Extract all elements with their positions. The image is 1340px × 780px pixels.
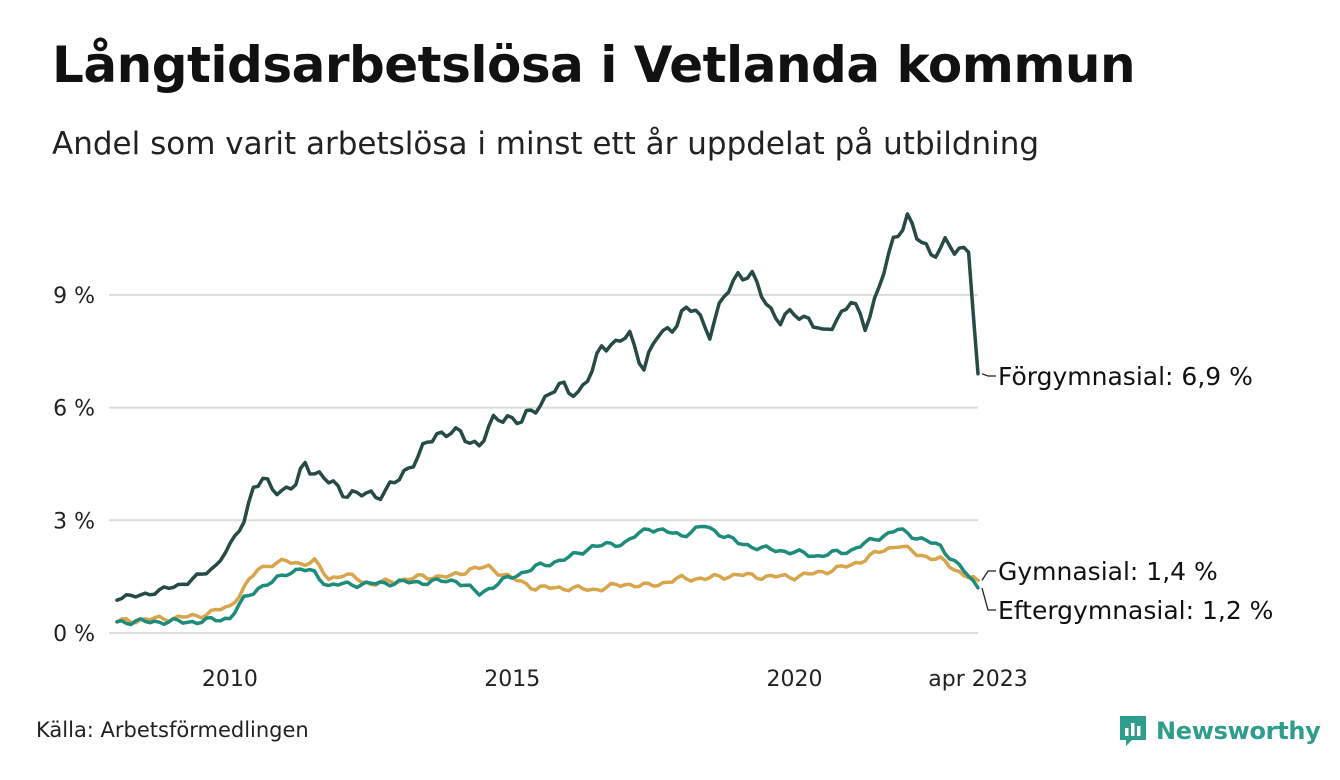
x-tick-label-0: 2010 [202,667,258,692]
series-labels: Förgymnasial: 6,9 % Gymnasial: 1,4 % Efter… [981,362,1273,625]
series-line-eftergymnasial [115,524,980,627]
x-tick-label-2: 2020 [767,667,823,692]
y-axis-ticks: 0 % 3 % 6 % 9 % [53,284,95,647]
series-label-eftergymnasial: Eftergymnasial: 1,2 % [998,596,1273,625]
series-line-förgymnasial [115,212,980,602]
x-axis-ticks: 2010 2015 2020 apr 2023 [202,667,1028,692]
series-line-gymnasial [115,544,980,625]
x-tick-label-3: apr 2023 [928,667,1027,692]
y-tick-label-1: 3 % [53,509,95,534]
y-tick-label-2: 6 % [53,397,95,422]
brand[interactable]: Newsworthy [1118,714,1321,748]
y-tick-label-0: 0 % [53,622,95,647]
x-tick-label-1: 2015 [484,667,540,692]
series-label-gymnasial: Gymnasial: 1,4 % [998,557,1218,586]
y-tick-label-3: 9 % [53,284,95,309]
series-label-förgymnasial: Förgymnasial: 6,9 % [998,362,1253,391]
gridlines [109,293,978,634]
brand-name: Newsworthy [1156,717,1321,745]
leader-line-gymnasial [981,570,996,581]
leader-line-förgymnasial [981,373,996,377]
chart-title: Långtidsarbetslösa i Vetlanda kommun [52,36,1136,94]
series-lines [115,212,980,627]
leader-line-eftergymnasial [981,587,996,611]
chart-subtitle: Andel som varit arbetslösa i minst ett å… [52,126,1040,162]
source-note: Källa: Arbetsförmedlingen [36,718,309,742]
newsworthy-logo-icon [1120,716,1146,746]
